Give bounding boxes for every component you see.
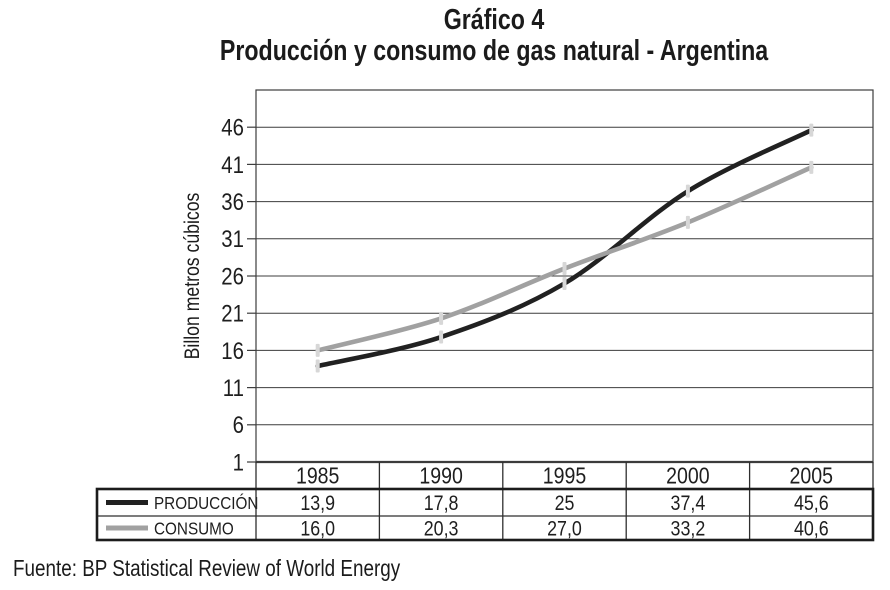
y-tick-label: 31 (221, 226, 244, 253)
y-tick-label: 41 (221, 151, 244, 178)
y-tick-label: 36 (221, 188, 244, 215)
data-point-marker (685, 184, 690, 198)
x-axis-label: 2000 (666, 463, 710, 489)
table-cell-value: 20,3 (424, 517, 459, 541)
data-point-marker (315, 343, 320, 357)
x-axis-label: 1995 (543, 463, 586, 489)
source-note: Fuente: BP Statistical Review of World E… (13, 555, 401, 581)
table-cell-value: 25 (555, 492, 575, 516)
series-name: PRODUCCIÓN (154, 493, 258, 513)
y-tick-label: 21 (221, 300, 244, 327)
data-point-marker (562, 276, 567, 290)
y-tick-label: 11 (223, 374, 244, 401)
data-point-marker (439, 311, 444, 325)
table-outer-border (95, 487, 875, 542)
series-name: CONSUMO (154, 518, 234, 538)
y-tick-label: 26 (221, 263, 244, 290)
data-point-marker (439, 330, 444, 344)
data-point-marker (562, 262, 567, 276)
table-cell-value: 40,6 (794, 517, 829, 541)
table-cell-value: 17,8 (424, 492, 459, 516)
y-tick-label: 1 (233, 449, 244, 476)
x-axis-label: 2005 (790, 463, 833, 489)
data-point-marker (809, 160, 814, 174)
chart-title-line1: Gráfico 4 (443, 4, 545, 36)
table-cell-value: 13,9 (300, 492, 335, 516)
x-axis-label: 1990 (419, 463, 463, 489)
chart-title-line2: Producción y consumo de gas natural - Ar… (219, 35, 769, 67)
series-line-1 (315, 165, 814, 353)
data-point-marker (315, 359, 320, 373)
table-cell-value: 27,0 (547, 517, 582, 541)
data-point-marker (685, 215, 690, 229)
y-tick-label: 46 (221, 114, 244, 141)
x-axis-label: 1985 (296, 463, 339, 489)
table-cell-value: 16,0 (300, 517, 335, 541)
table-cell-value: 33,2 (671, 517, 706, 541)
table-cell-value: 45,6 (794, 492, 829, 516)
data-point-marker (809, 123, 814, 137)
table-cell-value: 37,4 (671, 492, 706, 516)
y-tick-label: 16 (221, 337, 244, 364)
y-tick-label: 6 (233, 412, 244, 439)
chart-title: Gráfico 4 Producción y consumo de gas na… (99, 5, 889, 67)
